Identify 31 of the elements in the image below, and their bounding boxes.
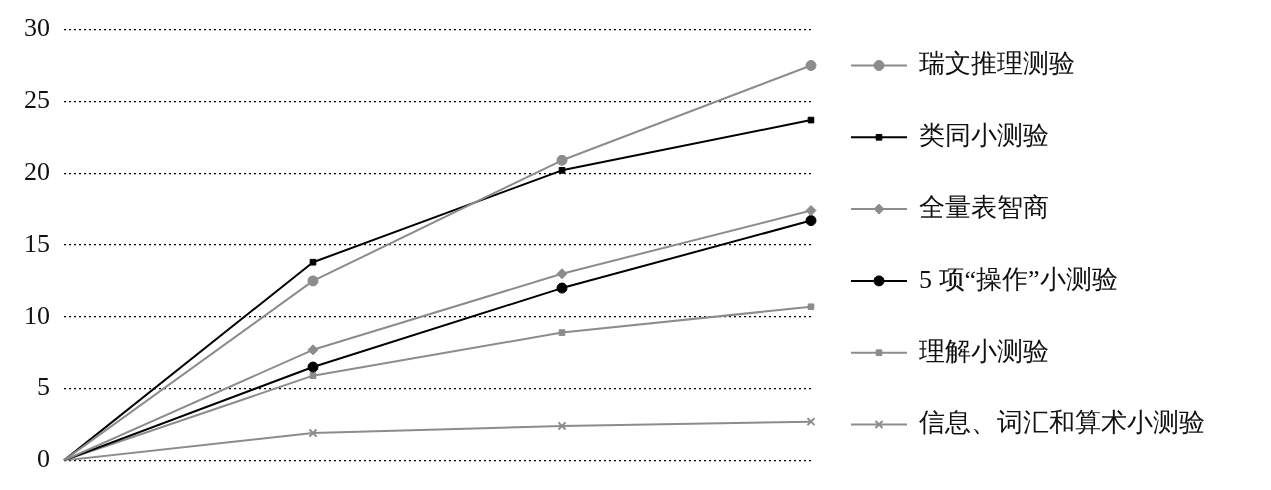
y-tick-label: 5 (37, 372, 50, 402)
point (805, 215, 817, 227)
point (309, 372, 317, 379)
point (806, 417, 816, 427)
legend-label: 5 项“操作”小测验 (919, 264, 1118, 294)
point (557, 421, 567, 431)
point (558, 167, 566, 174)
y-tick-label: 0 (37, 444, 50, 474)
legend-label: 瑞文推理测验 (919, 49, 1075, 79)
point (556, 282, 568, 294)
point (556, 268, 568, 280)
point (558, 329, 566, 336)
point (308, 428, 318, 438)
legend-label: 全量表智商 (919, 192, 1049, 222)
point (805, 205, 817, 217)
y-tick-label: 15 (24, 228, 50, 258)
point (307, 275, 319, 287)
y-tick-label: 10 (24, 300, 50, 330)
point (307, 344, 319, 356)
legend-label: 理解小测验 (919, 336, 1049, 366)
legend-label: 类同小测验 (919, 121, 1049, 151)
point (807, 116, 815, 124)
point (307, 361, 319, 373)
point (309, 258, 317, 266)
y-tick-label: 20 (24, 157, 50, 187)
y-tick-label: 30 (24, 13, 50, 43)
point (805, 60, 817, 71)
point (556, 154, 568, 166)
y-tick-label: 25 (24, 85, 50, 115)
legend-label: 信息、词汇和算术小测验 (919, 408, 1205, 438)
point (807, 303, 815, 311)
